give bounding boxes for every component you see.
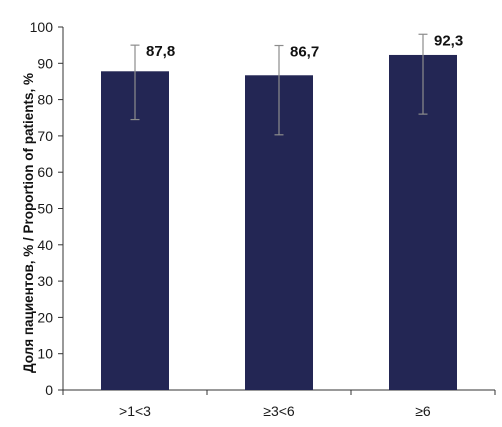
x-category-label: >1<3 — [119, 403, 151, 419]
x-ticks: >1<3 ≥3<6 ≥6 — [62, 390, 496, 419]
y-tick-label: 30 — [37, 273, 53, 289]
y-tick-label: 90 — [37, 55, 53, 71]
y-tick-label: 0 — [45, 382, 53, 398]
y-axis-title: Доля пациентов, % / Proportion of patien… — [21, 73, 36, 373]
y-tick-label: 10 — [37, 346, 53, 362]
y-tick-label: 80 — [37, 92, 53, 108]
data-label: 86,7 — [290, 44, 319, 61]
y-ticks: 0 10 20 30 40 50 60 70 80 90 100 — [30, 19, 63, 398]
y-tick-label: 100 — [30, 19, 54, 35]
y-tick-label: 50 — [37, 201, 53, 217]
y-axis-title-group: Доля пациентов, % / Proportion of patien… — [21, 73, 36, 373]
y-tick-label: 20 — [37, 309, 53, 325]
error-bars — [130, 33, 428, 136]
y-tick-label: 60 — [37, 164, 53, 180]
data-labels: 87,8 86,7 92,3 — [146, 32, 463, 60]
bar — [101, 71, 169, 390]
y-tick-label: 70 — [37, 128, 53, 144]
data-label: 87,8 — [146, 43, 175, 60]
data-label: 92,3 — [434, 32, 463, 49]
x-category-label: ≥6 — [415, 403, 431, 419]
x-category-label: ≥3<6 — [263, 403, 295, 419]
bars — [101, 54, 457, 391]
y-tick-label: 40 — [37, 237, 53, 253]
